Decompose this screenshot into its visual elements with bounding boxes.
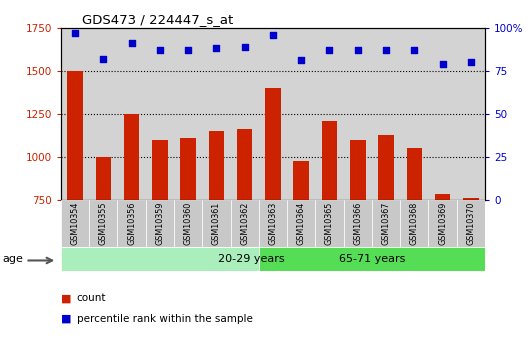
FancyBboxPatch shape [259,247,499,271]
Point [269,32,277,37]
Point [156,47,164,53]
Text: ■: ■ [61,314,72,324]
Point [410,47,419,53]
Text: GSM10367: GSM10367 [382,202,391,245]
Point [354,47,362,53]
Text: GSM10366: GSM10366 [354,202,362,245]
Bar [378,135,394,200]
Bar [95,157,111,200]
Text: age: age [3,254,23,264]
Point [297,58,305,63]
Text: GSM10354: GSM10354 [70,202,80,245]
FancyBboxPatch shape [146,200,174,247]
FancyBboxPatch shape [428,200,457,247]
Text: GSM10364: GSM10364 [297,202,306,245]
FancyBboxPatch shape [287,200,315,247]
Bar [294,161,309,200]
Bar [152,140,167,200]
Text: GSM10362: GSM10362 [240,202,249,245]
Bar [322,121,337,200]
Text: GSM10365: GSM10365 [325,202,334,245]
Text: 65-71 years: 65-71 years [339,254,405,264]
FancyBboxPatch shape [118,200,146,247]
Text: GDS473 / 224447_s_at: GDS473 / 224447_s_at [82,13,233,27]
Point [99,56,108,61]
Text: GSM10359: GSM10359 [155,201,164,245]
Point [127,40,136,46]
FancyBboxPatch shape [315,200,343,247]
Text: GSM10360: GSM10360 [184,202,192,245]
Bar [237,128,252,200]
Text: GSM10356: GSM10356 [127,202,136,245]
Point [382,47,390,53]
FancyBboxPatch shape [61,200,89,247]
FancyBboxPatch shape [259,200,287,247]
Bar [180,138,196,200]
Point [212,46,220,51]
Bar [265,88,281,200]
Text: GSM10370: GSM10370 [466,202,475,245]
FancyBboxPatch shape [61,247,259,271]
Text: GSM10368: GSM10368 [410,202,419,245]
Point [71,30,80,36]
Point [466,59,475,65]
Point [184,47,192,53]
Text: GSM10363: GSM10363 [269,202,277,245]
Bar [407,148,422,200]
Bar [124,114,139,200]
Bar [209,131,224,200]
Bar [67,71,83,200]
Text: percentile rank within the sample: percentile rank within the sample [77,314,253,324]
Text: count: count [77,294,107,303]
FancyBboxPatch shape [400,200,428,247]
Bar [350,140,366,200]
FancyBboxPatch shape [202,200,231,247]
Text: 20-29 years: 20-29 years [218,254,285,264]
FancyBboxPatch shape [174,200,202,247]
Text: GSM10361: GSM10361 [212,202,221,245]
Point [241,44,249,49]
Text: GSM10369: GSM10369 [438,202,447,245]
Text: ■: ■ [61,294,72,303]
FancyBboxPatch shape [372,200,400,247]
Point [325,47,334,53]
Bar [435,194,450,200]
Text: GSM10355: GSM10355 [99,201,108,245]
Point [438,61,447,67]
FancyBboxPatch shape [343,200,372,247]
Bar [463,198,479,200]
FancyBboxPatch shape [231,200,259,247]
FancyBboxPatch shape [89,200,118,247]
FancyBboxPatch shape [457,200,485,247]
